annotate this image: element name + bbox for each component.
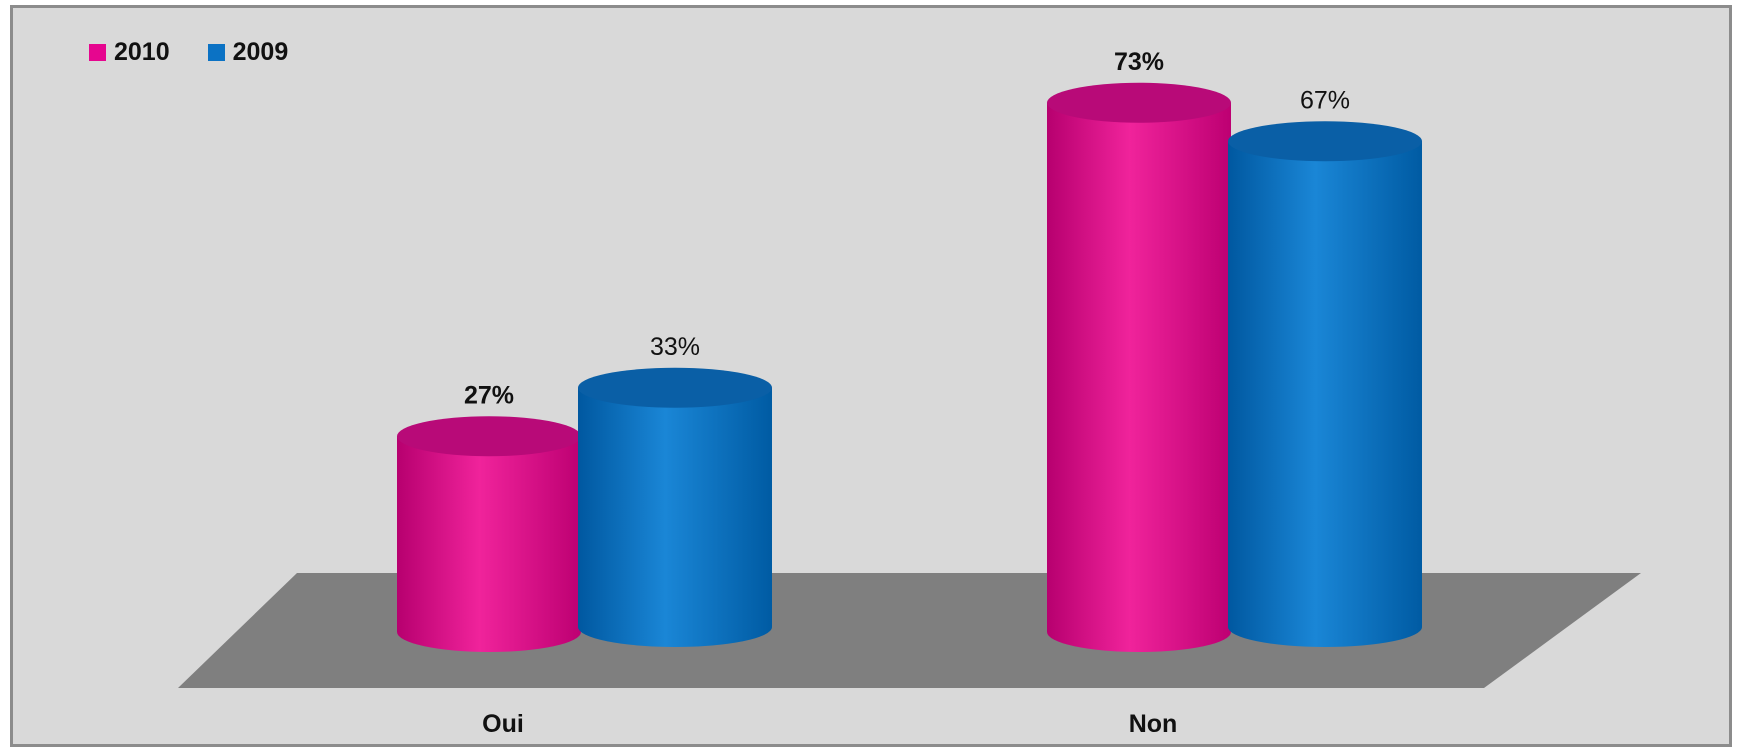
- bar-oui-2010: [397, 416, 581, 652]
- bar-oui-2009: [578, 367, 772, 647]
- legend-item-2009: 2009: [207, 38, 289, 67]
- bar-non-2010: [1047, 82, 1231, 652]
- data-label-oui-2009: 33%: [650, 333, 700, 361]
- legend-item-2010: 2010: [89, 38, 170, 67]
- bar-body: [1047, 102, 1231, 652]
- data-label-non-2010: 73%: [1114, 48, 1164, 76]
- bar-top: [578, 367, 772, 408]
- bar-body: [1228, 141, 1422, 647]
- x-tick-oui: Oui: [482, 710, 524, 738]
- chart-legend: 2010 2009: [89, 38, 288, 67]
- bar-body: [397, 436, 581, 652]
- x-tick-non: Non: [1129, 710, 1178, 738]
- legend-label-2010: 2010: [114, 38, 170, 66]
- data-label-non-2009: 67%: [1300, 86, 1350, 114]
- bar-top: [397, 416, 581, 457]
- data-label-oui-2010: 27%: [464, 381, 514, 409]
- legend-swatch-2010: [89, 44, 106, 61]
- legend-label-2009: 2009: [232, 38, 289, 66]
- bar-top: [1228, 121, 1422, 162]
- bar-top: [1047, 82, 1231, 123]
- legend-swatch-2009: [207, 44, 225, 61]
- bar-body: [578, 387, 772, 647]
- bar-non-2009: [1228, 121, 1422, 647]
